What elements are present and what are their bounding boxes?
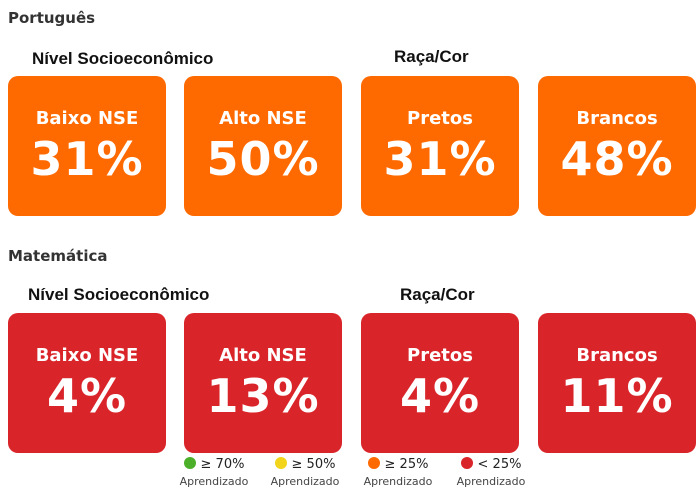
card-value: 13%	[206, 369, 320, 423]
yellow-dot-icon	[274, 457, 287, 469]
group-title-nse-portugues: Nível Socioeconômico	[32, 49, 214, 68]
card-portugues-alto-nse: Alto NSE 50%	[184, 76, 342, 216]
card-label: Pretos	[407, 108, 473, 129]
green-dot-icon	[183, 457, 196, 469]
card-label: Baixo NSE	[35, 108, 139, 129]
group-title-nse-matematica: Nível Socioeconômico	[28, 285, 210, 304]
card-value: 31%	[30, 132, 144, 186]
card-matematica-brancos: Brancos 11%	[538, 313, 696, 453]
card-label: Brancos	[576, 345, 658, 366]
legend-threshold: ≥ 50%	[291, 457, 336, 472]
legend-item-orange: ≥ 25% Aprendizado	[353, 456, 443, 488]
card-matematica-pretos: Pretos 4%	[361, 313, 519, 453]
card-portugues-baixo-nse: Baixo NSE 31%	[8, 76, 166, 216]
card-value: 31%	[383, 132, 497, 186]
legend-caption: Aprendizado	[270, 475, 340, 488]
section-title-matematica: Matemática	[8, 247, 108, 265]
card-label: Alto NSE	[219, 108, 307, 129]
card-value: 11%	[560, 369, 674, 423]
legend-threshold: ≥ 70%	[200, 457, 245, 472]
card-matematica-baixo-nse: Baixo NSE 4%	[8, 313, 166, 453]
section-title-portugues: Português	[8, 9, 96, 27]
legend-item-yellow: ≥ 50% Aprendizado	[260, 456, 350, 488]
card-value: 50%	[206, 132, 320, 186]
card-label: Baixo NSE	[35, 345, 139, 366]
legend-threshold: < 25%	[477, 457, 522, 472]
legend-caption: Aprendizado	[179, 475, 249, 488]
group-title-raca-matematica: Raça/Cor	[400, 285, 475, 304]
card-portugues-pretos: Pretos 31%	[361, 76, 519, 216]
legend-item-red: < 25% Aprendizado	[446, 456, 536, 488]
legend-caption: Aprendizado	[363, 475, 433, 488]
card-label: Pretos	[407, 345, 473, 366]
legend-item-green: ≥ 70% Aprendizado	[169, 456, 259, 488]
card-portugues-brancos: Brancos 48%	[538, 76, 696, 216]
legend-threshold: ≥ 25%	[384, 457, 429, 472]
card-value: 48%	[560, 132, 674, 186]
group-title-raca-portugues: Raça/Cor	[394, 47, 469, 66]
card-label: Brancos	[576, 108, 658, 129]
card-value: 4%	[399, 369, 481, 423]
card-matematica-alto-nse: Alto NSE 13%	[184, 313, 342, 453]
legend-caption: Aprendizado	[456, 475, 526, 488]
card-label: Alto NSE	[219, 345, 307, 366]
red-dot-icon	[460, 457, 473, 469]
card-value: 4%	[46, 369, 128, 423]
orange-dot-icon	[367, 457, 380, 469]
